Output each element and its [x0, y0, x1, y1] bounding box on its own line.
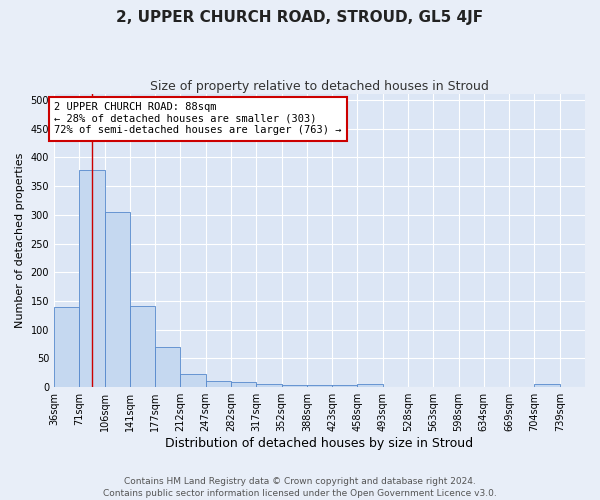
Bar — [332, 386, 358, 387]
Bar — [130, 306, 155, 387]
Text: Contains HM Land Registry data © Crown copyright and database right 2024.
Contai: Contains HM Land Registry data © Crown c… — [103, 476, 497, 498]
Bar — [54, 307, 79, 387]
Bar — [79, 170, 104, 387]
Y-axis label: Number of detached properties: Number of detached properties — [15, 153, 25, 328]
Bar — [206, 382, 231, 387]
Bar — [181, 374, 206, 387]
Bar — [535, 384, 560, 387]
Bar — [104, 212, 130, 387]
Bar — [256, 384, 281, 387]
Text: 2, UPPER CHURCH ROAD, STROUD, GL5 4JF: 2, UPPER CHURCH ROAD, STROUD, GL5 4JF — [116, 10, 484, 25]
Title: Size of property relative to detached houses in Stroud: Size of property relative to detached ho… — [150, 80, 489, 93]
Text: 2 UPPER CHURCH ROAD: 88sqm
← 28% of detached houses are smaller (303)
72% of sem: 2 UPPER CHURCH ROAD: 88sqm ← 28% of deta… — [55, 102, 342, 136]
Bar — [281, 386, 307, 387]
Bar — [358, 384, 383, 387]
Bar — [231, 382, 256, 387]
Bar — [155, 347, 181, 387]
Bar — [307, 386, 332, 387]
X-axis label: Distribution of detached houses by size in Stroud: Distribution of detached houses by size … — [166, 437, 473, 450]
